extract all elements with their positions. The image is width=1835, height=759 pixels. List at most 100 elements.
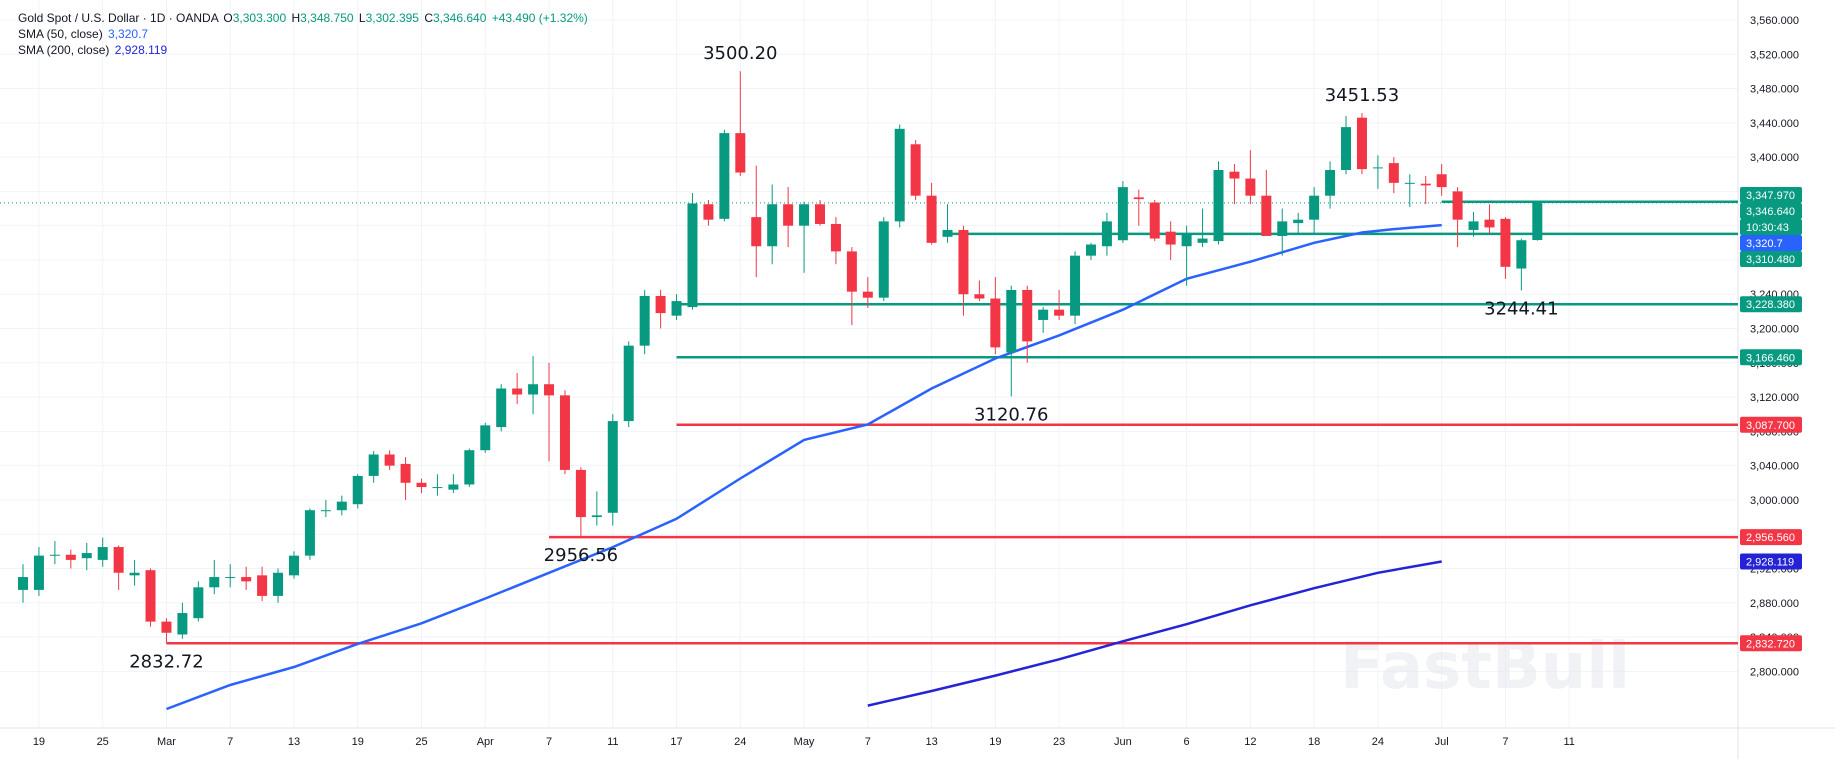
time-tick-label: 24 <box>734 736 746 748</box>
candle <box>910 139 921 200</box>
price-tag-bg <box>1740 203 1802 219</box>
price-tag: 3,166.460 <box>1740 349 1802 366</box>
candle <box>129 559 140 586</box>
candle-body <box>1229 171 1240 179</box>
candle-body <box>1022 289 1033 342</box>
candle <box>432 474 443 496</box>
candle <box>1293 212 1304 235</box>
price-tag-label: 3,166.460 <box>1746 352 1795 364</box>
candle-body <box>799 204 810 226</box>
candle-body <box>1213 169 1224 242</box>
candle <box>559 390 570 475</box>
time-tick-label: 19 <box>352 736 364 748</box>
candle <box>703 199 714 226</box>
candle-body <box>1261 195 1272 236</box>
price-tag-label: 3,228.380 <box>1746 299 1795 311</box>
price-tag: 3,320.7 <box>1740 235 1802 251</box>
candle <box>352 474 363 509</box>
candle <box>97 537 108 567</box>
watermark-logo: FastBull <box>1340 630 1630 704</box>
price-tag: 3,228.380 <box>1740 296 1802 313</box>
candle-body <box>1452 191 1463 220</box>
candle <box>1309 187 1320 235</box>
sma200-legend-row[interactable]: SMA (200, close) 2,928.119 <box>18 42 588 58</box>
price-tag-bg <box>1740 235 1802 251</box>
candle-body <box>512 388 523 395</box>
candle <box>799 201 810 273</box>
price-tag-label: 2,832.720 <box>1746 638 1795 650</box>
candle <box>544 362 555 462</box>
candle <box>671 294 682 320</box>
candle <box>1022 285 1033 363</box>
candle-body <box>352 475 363 505</box>
open-value: 3,303.300 <box>232 11 287 25</box>
candle <box>273 568 284 603</box>
price-annotation: 3120.76 <box>974 404 1048 425</box>
change-value: +43.490 (+1.32%) <box>491 11 588 25</box>
candle-body <box>336 501 347 511</box>
candle-body <box>894 128 905 222</box>
price-tag-bg <box>1740 296 1802 313</box>
candle <box>241 566 252 590</box>
candle-body <box>65 554 76 560</box>
candle-body <box>1532 202 1543 240</box>
candle-body <box>862 291 873 298</box>
sma50-legend-row[interactable]: SMA (50, close) 3,320.7 <box>18 26 588 42</box>
candle-body <box>1309 195 1320 220</box>
candle <box>926 182 937 245</box>
price-tick-label: 3,560.000 <box>1750 15 1799 27</box>
candle <box>33 547 44 596</box>
symbol-title[interactable]: Gold Spot / U.S. Dollar · 1D · OANDA <box>18 11 219 25</box>
price-tick-label: 3,000.000 <box>1750 495 1799 507</box>
candle-body <box>544 384 555 396</box>
candle <box>368 451 379 483</box>
candle-body <box>1277 221 1288 236</box>
price-tag-bg <box>1740 187 1802 203</box>
candle <box>1133 189 1144 226</box>
candle-body <box>1245 178 1256 196</box>
candle <box>1213 161 1224 245</box>
candle-body <box>958 229 969 295</box>
time-tick-label: 25 <box>415 736 427 748</box>
candle <box>1516 238 1527 291</box>
candle <box>830 217 841 265</box>
high-value: 3,348.750 <box>300 11 354 25</box>
time-tick-label: Jun <box>1114 736 1132 748</box>
candle-body <box>1133 197 1144 200</box>
candle-body <box>575 469 586 518</box>
price-tag-label: 3,346.640 <box>1746 206 1795 218</box>
price-tag: 2,956.560 <box>1740 529 1802 546</box>
candle-body <box>49 554 60 556</box>
close-label: C <box>424 11 433 25</box>
price-tag-label: 10:30:43 <box>1746 222 1789 234</box>
candle <box>1436 163 1447 196</box>
candle-body <box>1197 238 1208 243</box>
candle-body <box>1420 183 1431 186</box>
candle-body <box>623 345 634 422</box>
candle <box>639 289 650 355</box>
price-tick-label: 3,400.000 <box>1750 152 1799 164</box>
candle <box>990 277 1001 355</box>
price-tag: 3,347.970 <box>1740 187 1802 203</box>
candle <box>49 541 60 565</box>
price-axis[interactable]: 3,560.000 3,520.000 3,480.000 3,440.000 3,40… <box>1750 15 1799 678</box>
candle-body <box>400 463 411 483</box>
candle <box>1468 211 1479 237</box>
candle <box>1452 187 1463 248</box>
candle-body <box>145 570 156 622</box>
candle-body <box>703 204 714 220</box>
candle-body <box>18 577 28 590</box>
time-axis[interactable]: 19 25 Mar 7 13 19 25 Apr 7 11 17 24 May 7 13 19 23 Jun 6 12… <box>33 736 1575 748</box>
candles <box>18 71 1543 644</box>
price-annotation: 2832.72 <box>129 651 203 672</box>
candle <box>1277 208 1288 256</box>
candle-body <box>161 621 172 633</box>
candle <box>846 247 857 326</box>
price-annotation: 3451.53 <box>1325 85 1399 106</box>
price-annotation: 3244.41 <box>1484 298 1558 319</box>
price-tick-label: 3,440.000 <box>1750 118 1799 130</box>
price-tick-label: 2,880.000 <box>1750 598 1799 610</box>
time-tick-label: 7 <box>1502 736 1508 748</box>
